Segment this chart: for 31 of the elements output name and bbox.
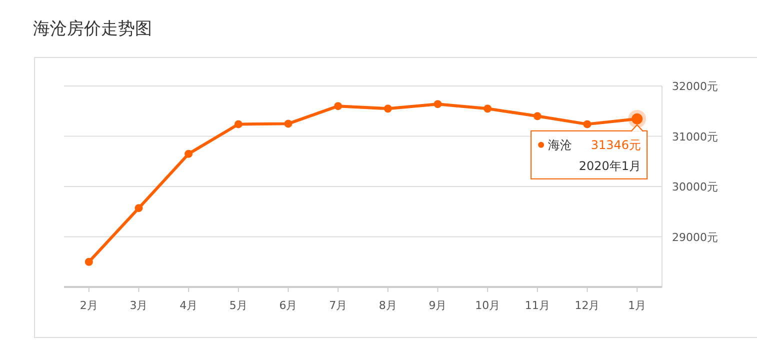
y-tick-label: 32000元	[672, 80, 718, 93]
x-tick-label: 4月	[180, 299, 198, 312]
x-tick-label: 9月	[428, 299, 447, 312]
x-tick-label: 7月	[329, 299, 348, 312]
point	[334, 102, 342, 110]
data-label: 31346元	[590, 138, 642, 152]
x-tick-label: 5月	[229, 299, 248, 312]
x-tick-label: 2月	[80, 299, 98, 312]
x-tick-label: 11月	[524, 299, 550, 312]
legend-label: 海沧	[548, 138, 572, 152]
y-tick-label: 31000元	[672, 130, 718, 144]
chart-title: 海沧房价走势图	[33, 19, 152, 39]
x-tick-label: 8月	[378, 299, 397, 312]
point	[134, 204, 143, 212]
x-tick-label: 6月	[279, 299, 298, 312]
point	[533, 112, 542, 120]
point	[234, 120, 242, 128]
y-tick-label: 29000元	[672, 230, 718, 244]
x-tick-label: 10月	[475, 299, 500, 312]
annotation: 2020年1月	[578, 158, 642, 173]
point	[434, 100, 442, 108]
x-tick-label: 3月	[130, 299, 148, 312]
x-tick-label: 12月	[574, 299, 600, 312]
point	[484, 104, 492, 113]
point	[84, 258, 93, 266]
point	[284, 120, 292, 128]
point	[384, 104, 392, 113]
point	[184, 150, 193, 158]
point	[583, 120, 592, 128]
y-tick-label: 30000元	[672, 180, 718, 194]
x-tick-label: 1月	[628, 299, 646, 312]
